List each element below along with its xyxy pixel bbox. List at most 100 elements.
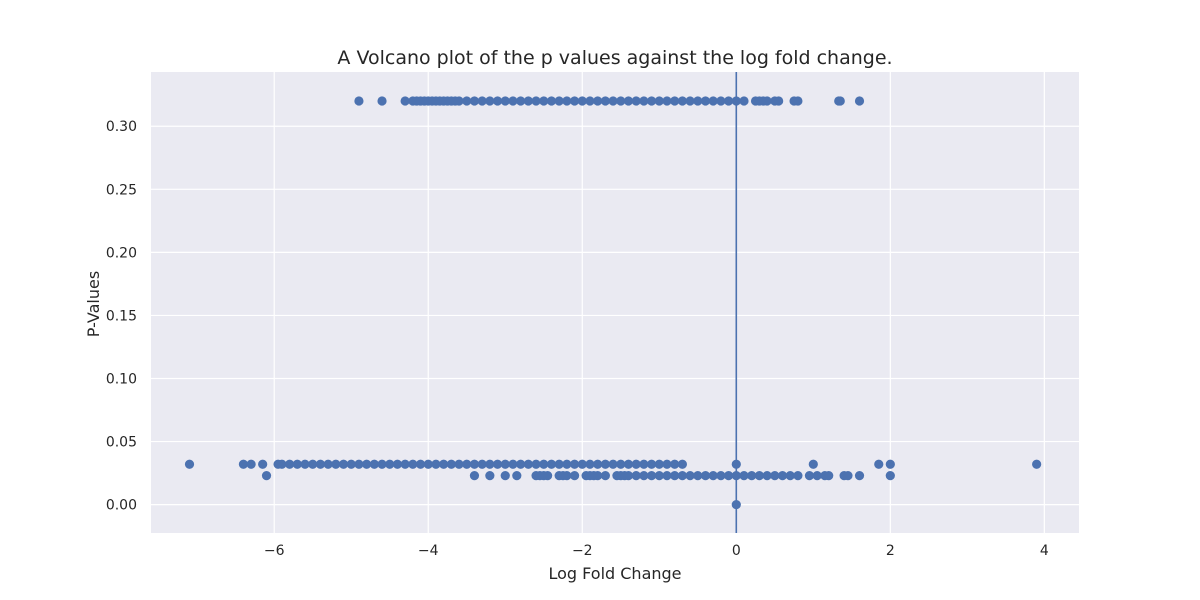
data-point [793, 471, 803, 481]
data-point [315, 459, 326, 469]
data-point [639, 459, 649, 469]
data-point [631, 459, 641, 469]
data-point [616, 96, 626, 106]
data-point [693, 96, 703, 106]
x-tick-label: 2 [886, 543, 895, 559]
data-point [477, 96, 487, 106]
data-point [608, 459, 618, 469]
data-point [843, 471, 853, 481]
data-point [677, 459, 687, 469]
data-point [723, 471, 734, 481]
data-point [623, 471, 634, 481]
data-point [623, 459, 634, 469]
data-point [477, 459, 487, 469]
x-tick-label: −2 [572, 543, 593, 559]
data-point [700, 96, 711, 106]
data-point [246, 459, 256, 469]
data-point [258, 459, 268, 469]
data-point [539, 96, 549, 106]
data-point [670, 459, 680, 469]
data-point [423, 459, 433, 469]
data-point [670, 471, 680, 481]
data-point [885, 459, 895, 469]
data-point [261, 471, 272, 481]
data-point [377, 459, 387, 469]
data-point [492, 96, 503, 106]
data-point [392, 459, 403, 469]
data-point [300, 459, 310, 469]
data-point [562, 459, 572, 469]
data-point [623, 96, 634, 106]
data-point [654, 471, 664, 481]
data-point [593, 459, 603, 469]
data-point [554, 459, 564, 469]
data-point [804, 471, 815, 481]
data-point [562, 471, 572, 481]
data-point [585, 96, 595, 106]
x-tick-label: −4 [418, 543, 439, 559]
data-point [331, 459, 341, 469]
data-point [654, 459, 664, 469]
data-point [377, 96, 387, 106]
data-point [577, 459, 587, 469]
data-point [677, 96, 687, 106]
data-point [500, 459, 510, 469]
y-axis-ticks: 0.00 0.05 0.10 0.15 0.20 0.25 0.30 [106, 119, 137, 513]
data-point [369, 459, 379, 469]
data-point [439, 459, 449, 469]
data-point [184, 459, 195, 469]
data-point [631, 471, 641, 481]
data-point [708, 96, 718, 106]
data-point [747, 471, 757, 481]
data-point [754, 471, 764, 481]
data-point [593, 471, 603, 481]
data-point [835, 96, 845, 106]
data-point [285, 459, 295, 469]
data-point [854, 471, 865, 481]
data-point [585, 459, 595, 469]
data-point [562, 96, 572, 106]
x-axis-ticks: −6 −4 −2 0 2 4 [264, 543, 1049, 559]
data-point [238, 459, 249, 469]
data-point [793, 96, 803, 106]
grid-lines [151, 72, 1079, 533]
data-point [631, 96, 641, 106]
data-point [685, 96, 695, 106]
data-point [608, 96, 618, 106]
data-point [808, 459, 818, 469]
data-point [639, 471, 649, 481]
data-point [812, 471, 822, 481]
data-point [539, 459, 549, 469]
data-point [677, 471, 687, 481]
data-point [346, 459, 356, 469]
data-point [593, 96, 603, 106]
data-point [338, 459, 349, 469]
data-point [639, 96, 649, 106]
data-point [708, 471, 718, 481]
data-point [531, 459, 541, 469]
data-point [716, 96, 726, 106]
data-point [292, 459, 302, 469]
data-point [785, 471, 795, 481]
data-point [485, 459, 495, 469]
y-tick-label: 0.05 [106, 435, 137, 451]
y-axis-label: P-Values [84, 271, 103, 337]
data-point [400, 96, 410, 106]
data-point [662, 96, 672, 106]
data-point [454, 459, 464, 469]
x-tick-label: −6 [264, 543, 285, 559]
data-point [415, 459, 426, 469]
data-point [308, 459, 318, 469]
data-point [600, 96, 610, 106]
data-point [446, 459, 456, 469]
data-point [662, 471, 672, 481]
data-point [277, 459, 287, 469]
data-points [184, 96, 1042, 510]
y-tick-label: 0.25 [106, 182, 137, 198]
data-point [508, 459, 518, 469]
chart-title: A Volcano plot of the p values against t… [337, 47, 892, 69]
data-point [739, 471, 749, 481]
data-point [546, 459, 557, 469]
data-point [454, 96, 464, 106]
data-point [569, 459, 580, 469]
